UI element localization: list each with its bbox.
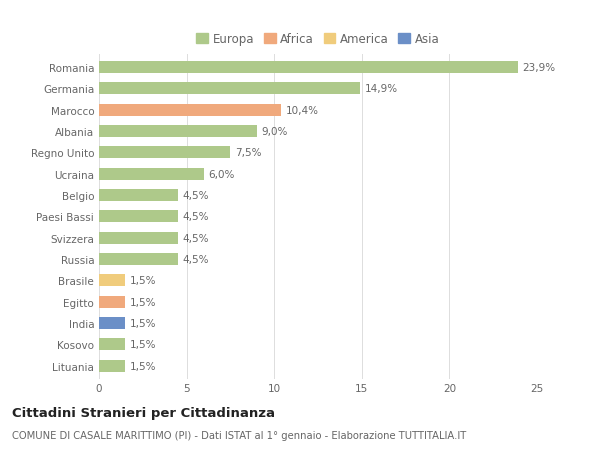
Text: 23,9%: 23,9% xyxy=(522,63,555,73)
Text: 6,0%: 6,0% xyxy=(209,169,235,179)
Bar xyxy=(99,126,257,138)
Bar xyxy=(99,62,518,74)
Bar xyxy=(99,211,178,223)
Bar xyxy=(99,147,230,159)
Bar xyxy=(99,232,178,244)
Text: 4,5%: 4,5% xyxy=(182,233,209,243)
Bar xyxy=(99,360,125,372)
Text: Cittadini Stranieri per Cittadinanza: Cittadini Stranieri per Cittadinanza xyxy=(12,406,275,419)
Text: 4,5%: 4,5% xyxy=(182,212,209,222)
Bar xyxy=(99,339,125,351)
Text: 14,9%: 14,9% xyxy=(364,84,398,94)
Bar xyxy=(99,168,204,180)
Text: 4,5%: 4,5% xyxy=(182,254,209,264)
Text: 1,5%: 1,5% xyxy=(130,297,156,307)
Bar xyxy=(99,105,281,116)
Text: 1,5%: 1,5% xyxy=(130,340,156,350)
Bar xyxy=(99,83,360,95)
Text: 9,0%: 9,0% xyxy=(261,127,287,137)
Bar xyxy=(99,318,125,329)
Text: 1,5%: 1,5% xyxy=(130,361,156,371)
Text: 1,5%: 1,5% xyxy=(130,319,156,328)
Text: COMUNE DI CASALE MARITTIMO (PI) - Dati ISTAT al 1° gennaio - Elaborazione TUTTIT: COMUNE DI CASALE MARITTIMO (PI) - Dati I… xyxy=(12,431,466,441)
Legend: Europa, Africa, America, Asia: Europa, Africa, America, Asia xyxy=(191,28,445,51)
Text: 10,4%: 10,4% xyxy=(286,106,319,115)
Bar xyxy=(99,254,178,265)
Bar xyxy=(99,275,125,286)
Text: 4,5%: 4,5% xyxy=(182,190,209,201)
Bar xyxy=(99,296,125,308)
Bar xyxy=(99,190,178,202)
Text: 7,5%: 7,5% xyxy=(235,148,261,158)
Text: 1,5%: 1,5% xyxy=(130,276,156,286)
